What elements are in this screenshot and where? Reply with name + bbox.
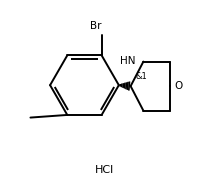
- Text: &1: &1: [136, 72, 147, 81]
- Text: O: O: [175, 81, 183, 91]
- Text: Br: Br: [90, 21, 101, 31]
- Text: HN: HN: [120, 56, 136, 66]
- Text: HCl: HCl: [94, 165, 114, 175]
